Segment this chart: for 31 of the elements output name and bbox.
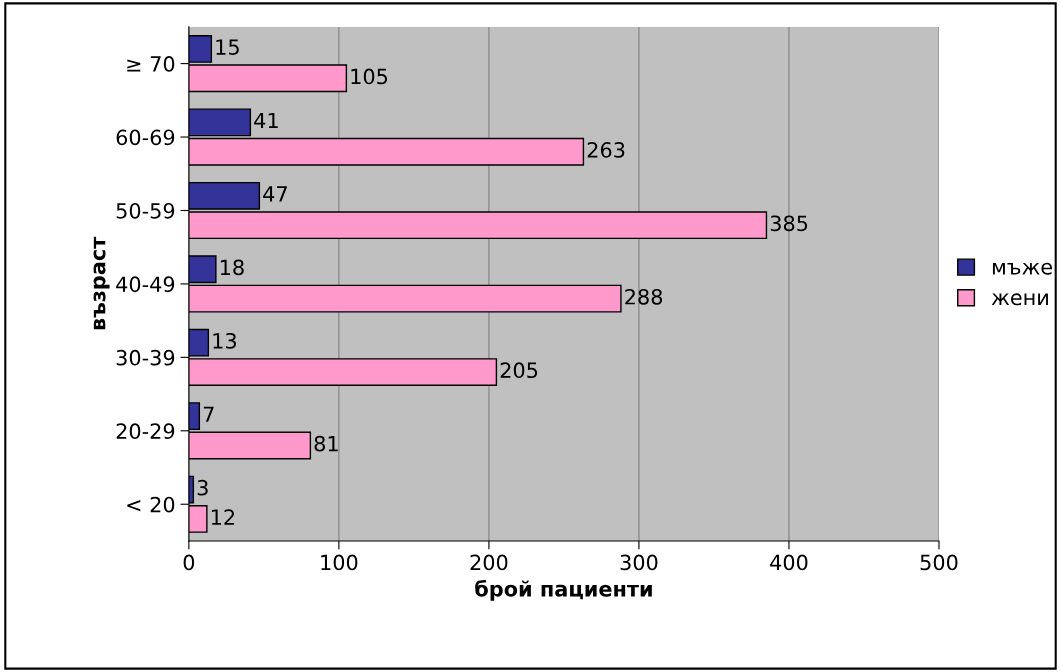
y-tick-label: ≥ 70 [127,56,175,72]
y-axis-title: възраст [93,236,110,330]
data-label: 13 [213,332,236,349]
x-tick-label: 200 [470,554,508,571]
data-label: 12 [211,509,235,525]
data-label: 263 [587,142,625,158]
legend-label: жени [991,293,1048,306]
data-label: 105 [351,68,388,85]
y-tick-label: 30-39 [116,349,175,366]
y-tick-label: < 20 [127,496,175,513]
y-tick-label: 60-69 [116,129,175,146]
x-axis-title: брой пациенти [475,579,652,601]
data-label: 81 [314,435,338,452]
x-tick-label: 400 [770,554,808,571]
data-label: 385 [770,215,808,232]
y-tick-label: 50-59 [116,202,175,219]
x-tick-label: 300 [620,554,658,571]
data-label: 288 [625,288,663,305]
y-tick-label: 40-49 [116,276,175,293]
y-tick-label: 20-29 [116,423,175,440]
x-tick-label: 100 [321,554,358,571]
data-label: 15 [216,39,239,55]
legend-label: мъже [992,262,1052,275]
data-label: 205 [500,362,538,379]
data-label: 47 [263,186,287,202]
x-tick-label: 500 [920,554,958,571]
data-label: 41 [254,112,278,129]
data-label: 3 [197,479,208,496]
data-label: 7 [203,406,214,422]
data-label: 18 [220,259,244,276]
x-tick-label: 0 [183,554,195,571]
